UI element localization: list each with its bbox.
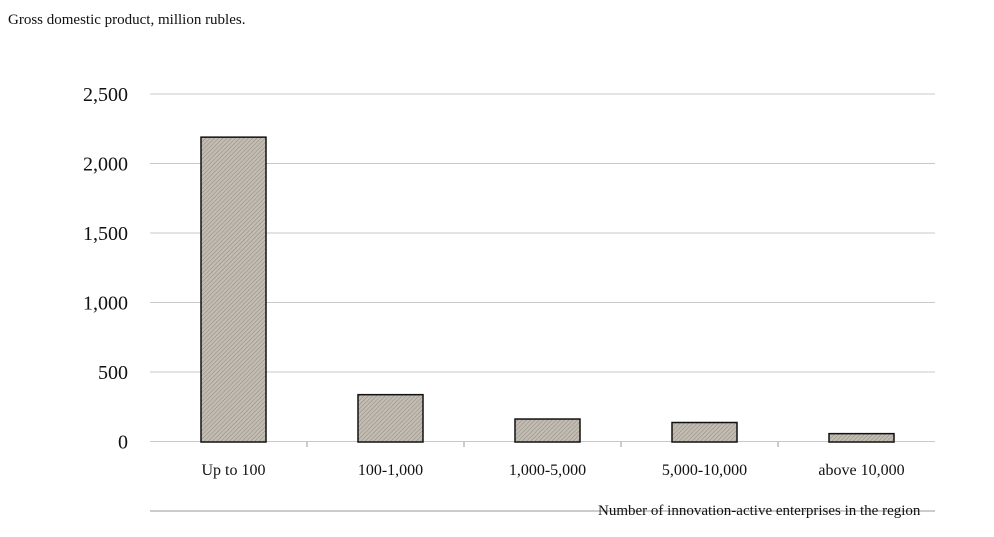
y-tick-labels: 2,500 2,000 1,500 1,000 500 0 [83,84,128,454]
bar-1-000-5-000 [514,418,581,443]
x-tick-label: 100-1,000 [358,462,423,479]
bar-100-1-000 [357,393,424,443]
y-tick-label: 500 [98,362,128,384]
bar-up-to-100 [200,136,267,443]
y-axis-title: Gross domestic product, million rubles. [8,12,246,28]
x-tick-label: 5,000-10,000 [662,462,747,479]
x-axis-title: Number of innovation-active enterprises … [598,503,921,519]
gridlines [150,93,935,512]
x-tick-label: Up to 100 [202,462,266,479]
y-tick-label: 2,500 [83,84,128,106]
y-tick-label: 2,000 [83,154,128,176]
y-tick-label: 1,500 [83,223,128,245]
bars [200,136,895,443]
y-tick-label: 1,000 [83,293,128,315]
x-tick-label: above 10,000 [818,462,904,479]
bar-5-000-10-000 [671,421,738,443]
category-labels: Up to 100 100-1,000 1,000-5,000 5,000-10,00… [202,462,905,479]
bar-above-10-000 [828,432,895,443]
x-tick-label: 1,000-5,000 [509,462,586,479]
y-tick-label: 0 [118,432,128,454]
